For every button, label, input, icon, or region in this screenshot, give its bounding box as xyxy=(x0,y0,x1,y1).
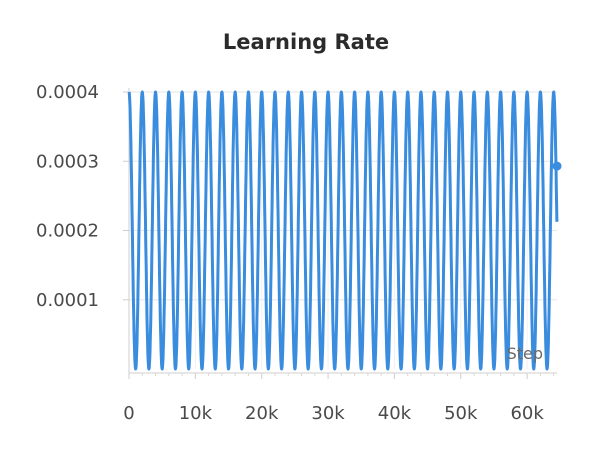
y-tick-label: 0.0001 xyxy=(36,290,99,311)
y-tick-label: 0.0002 xyxy=(36,221,99,242)
chart-title: Learning Rate xyxy=(222,30,390,54)
x-tick-label: 0 xyxy=(123,403,134,424)
x-tick-label: 50k xyxy=(444,403,478,424)
x-tick-label: 40k xyxy=(378,403,412,424)
x-tick-label: 30k xyxy=(311,403,345,424)
x-tick-label: 20k xyxy=(245,403,279,424)
x-tick-label: 60k xyxy=(510,403,544,424)
series-line xyxy=(127,90,559,371)
x-axis-label: Step xyxy=(507,344,543,363)
x-tick-label: 10k xyxy=(179,403,213,424)
y-tick-label: 0.0003 xyxy=(36,151,99,172)
y-tick-label: 0.0004 xyxy=(36,82,99,103)
last-point-marker xyxy=(552,161,562,171)
